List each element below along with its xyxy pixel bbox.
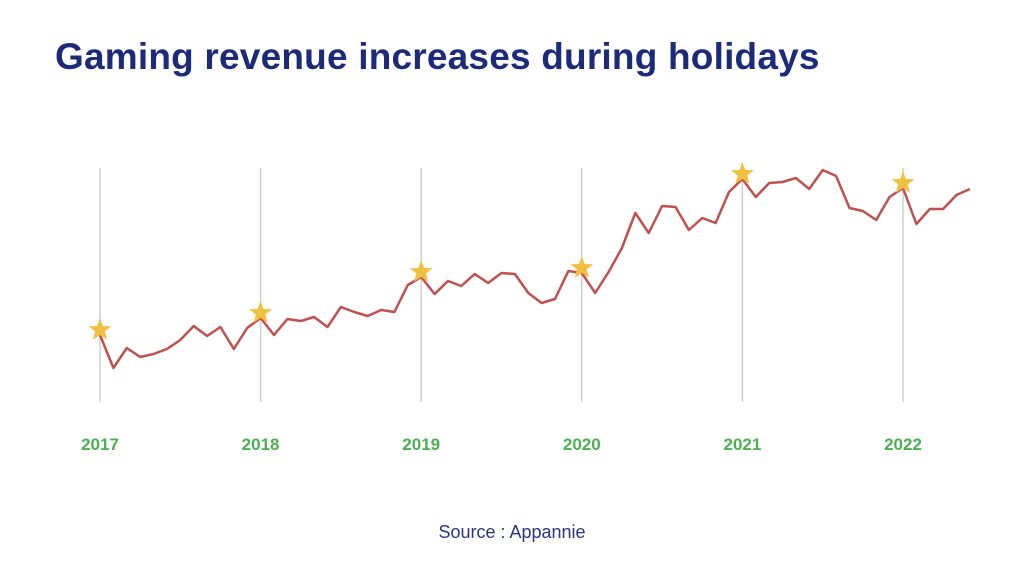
holiday-star-marker [88,318,112,340]
x-tick-label: 2021 [723,435,761,454]
chart-title: Gaming revenue increases during holidays [55,36,820,77]
holiday-star-marker [731,162,754,184]
holiday-star-marker [249,301,272,323]
holiday-star-marker [570,256,594,278]
holiday-star-marker [891,171,915,193]
x-tick-label: 2022 [884,435,922,454]
x-tick-label: 2019 [402,435,440,454]
x-tick-label: 2018 [242,435,280,454]
revenue-line [98,168,971,370]
x-tick-label: 2020 [563,435,601,454]
source-note: Source : Appannie [438,522,586,542]
x-tick-label: 2017 [81,435,119,454]
holiday-star-marker [409,260,433,282]
